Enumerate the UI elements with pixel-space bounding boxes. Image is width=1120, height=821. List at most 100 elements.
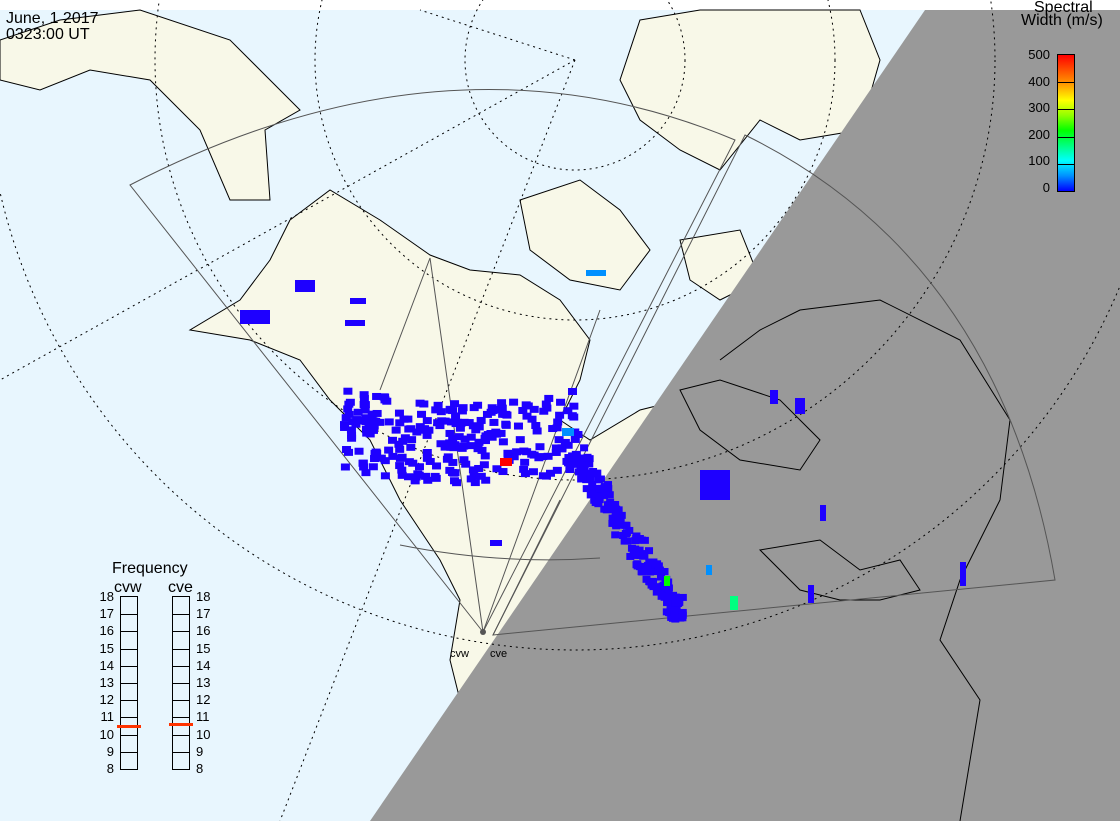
echo-cell: [421, 472, 431, 480]
frequency-tick: 16: [196, 623, 211, 639]
radar-cvw-label: cvw: [114, 579, 142, 596]
echo-cell: [700, 470, 730, 500]
echo-cell: [588, 481, 597, 489]
frequency-tick: 13: [196, 675, 211, 690]
echo-cell: [611, 511, 620, 519]
frequency-gridline: [173, 614, 189, 616]
echo-cell: [432, 462, 442, 470]
echo-cell: [404, 458, 414, 466]
echo-cell: [466, 433, 476, 441]
frequency-gridline: [121, 683, 137, 684]
echo-cell: [460, 435, 470, 443]
echo-cell: [343, 405, 353, 413]
frequency-gridline: [121, 665, 137, 667]
echo-cell: [520, 470, 530, 478]
echo-cell: [652, 588, 661, 596]
frequency-gridline: [173, 700, 189, 702]
echo-cell: [629, 551, 638, 559]
colorbar-tick: 200: [1028, 126, 1050, 142]
echo-cell: [358, 459, 368, 467]
echo-cell: [407, 436, 417, 444]
echo-cell: [600, 505, 609, 513]
echo-cell: [397, 453, 407, 461]
echo-cell: [583, 453, 592, 461]
frequency-tick: 18: [99, 589, 114, 604]
echo-cell: [519, 447, 529, 455]
echo-cell: [578, 474, 587, 482]
echo-cell: [399, 415, 409, 423]
echo-cell: [240, 310, 270, 324]
echo-cell: [456, 420, 466, 428]
echo-cell: [666, 604, 675, 612]
echo-cell: [543, 452, 553, 460]
echo-cell: [527, 450, 537, 458]
frequency-marker: [169, 723, 193, 727]
colorbar-tick: 400: [1028, 73, 1050, 89]
echo-cell: [497, 404, 507, 412]
echo-cell: [531, 421, 541, 429]
frequency-gridline: [121, 751, 137, 753]
frequency-tick: 18: [196, 589, 211, 604]
frequency-tick: 17: [99, 606, 114, 622]
echo-cell: [397, 471, 407, 479]
colorbar-tick: 500: [1028, 47, 1050, 62]
echo-cell: [604, 506, 613, 514]
echo-cell: [486, 408, 496, 416]
echo-cell: [503, 449, 513, 457]
echo-cell: [384, 446, 394, 454]
echo-cell: [534, 454, 544, 462]
echo-cell: [347, 431, 357, 439]
echo-cell: [361, 414, 371, 422]
frequency-gridline: [173, 751, 189, 753]
echo-cell: [556, 398, 566, 406]
echo-cell: [359, 401, 369, 409]
echo-cell: [519, 465, 529, 473]
echo-cell: [584, 460, 593, 468]
echo-cell: [643, 565, 652, 573]
echo-cell: [648, 577, 657, 585]
colorbar-tick: 0: [1042, 180, 1050, 195]
echo-cell: [660, 568, 669, 576]
echo-cell: [450, 469, 460, 477]
echo-cell: [445, 439, 455, 447]
echo-cell: [576, 465, 585, 473]
date-label: June, 1 2017: [6, 10, 99, 27]
echo-cell: [362, 429, 372, 437]
radar-fov: [129, 88, 1056, 636]
frequency-bar-cve: [169, 596, 193, 770]
echo-cell: [352, 416, 362, 424]
echo-cell: [730, 596, 738, 610]
echo-cell: [395, 462, 405, 470]
echo-cell: [596, 475, 605, 483]
frequency-tick: 14: [99, 657, 114, 673]
echo-cell: [509, 452, 519, 460]
echo-cell: [633, 560, 642, 568]
echo-cell: [509, 398, 519, 406]
echo-cell: [343, 387, 353, 395]
echo-cell: [551, 444, 561, 452]
echo-cell: [595, 484, 604, 492]
frequency-title: Frequency: [112, 560, 188, 577]
echo-cell: [664, 576, 670, 586]
echo-cell: [442, 455, 452, 463]
frequency-tick: 10: [196, 726, 211, 742]
echo-cell: [622, 529, 631, 537]
echo-cell: [567, 412, 577, 420]
echo-cell: [480, 437, 490, 445]
frequency-tick: 8: [106, 761, 114, 776]
echo-cell: [520, 458, 530, 466]
echo-cell: [433, 401, 443, 409]
echo-cell: [562, 428, 574, 436]
echo-cell: [448, 434, 458, 442]
echo-cell: [464, 419, 474, 427]
echo-cell: [395, 445, 405, 453]
echo-cell: [662, 608, 671, 616]
echo-cell: [653, 583, 662, 591]
colorbar-divider: [1058, 136, 1074, 138]
echo-cell: [436, 408, 446, 416]
echo-cell: [820, 505, 826, 521]
frequency-tick: 9: [106, 743, 114, 759]
echo-cell: [477, 446, 487, 454]
colorbar-divider: [1058, 163, 1074, 165]
